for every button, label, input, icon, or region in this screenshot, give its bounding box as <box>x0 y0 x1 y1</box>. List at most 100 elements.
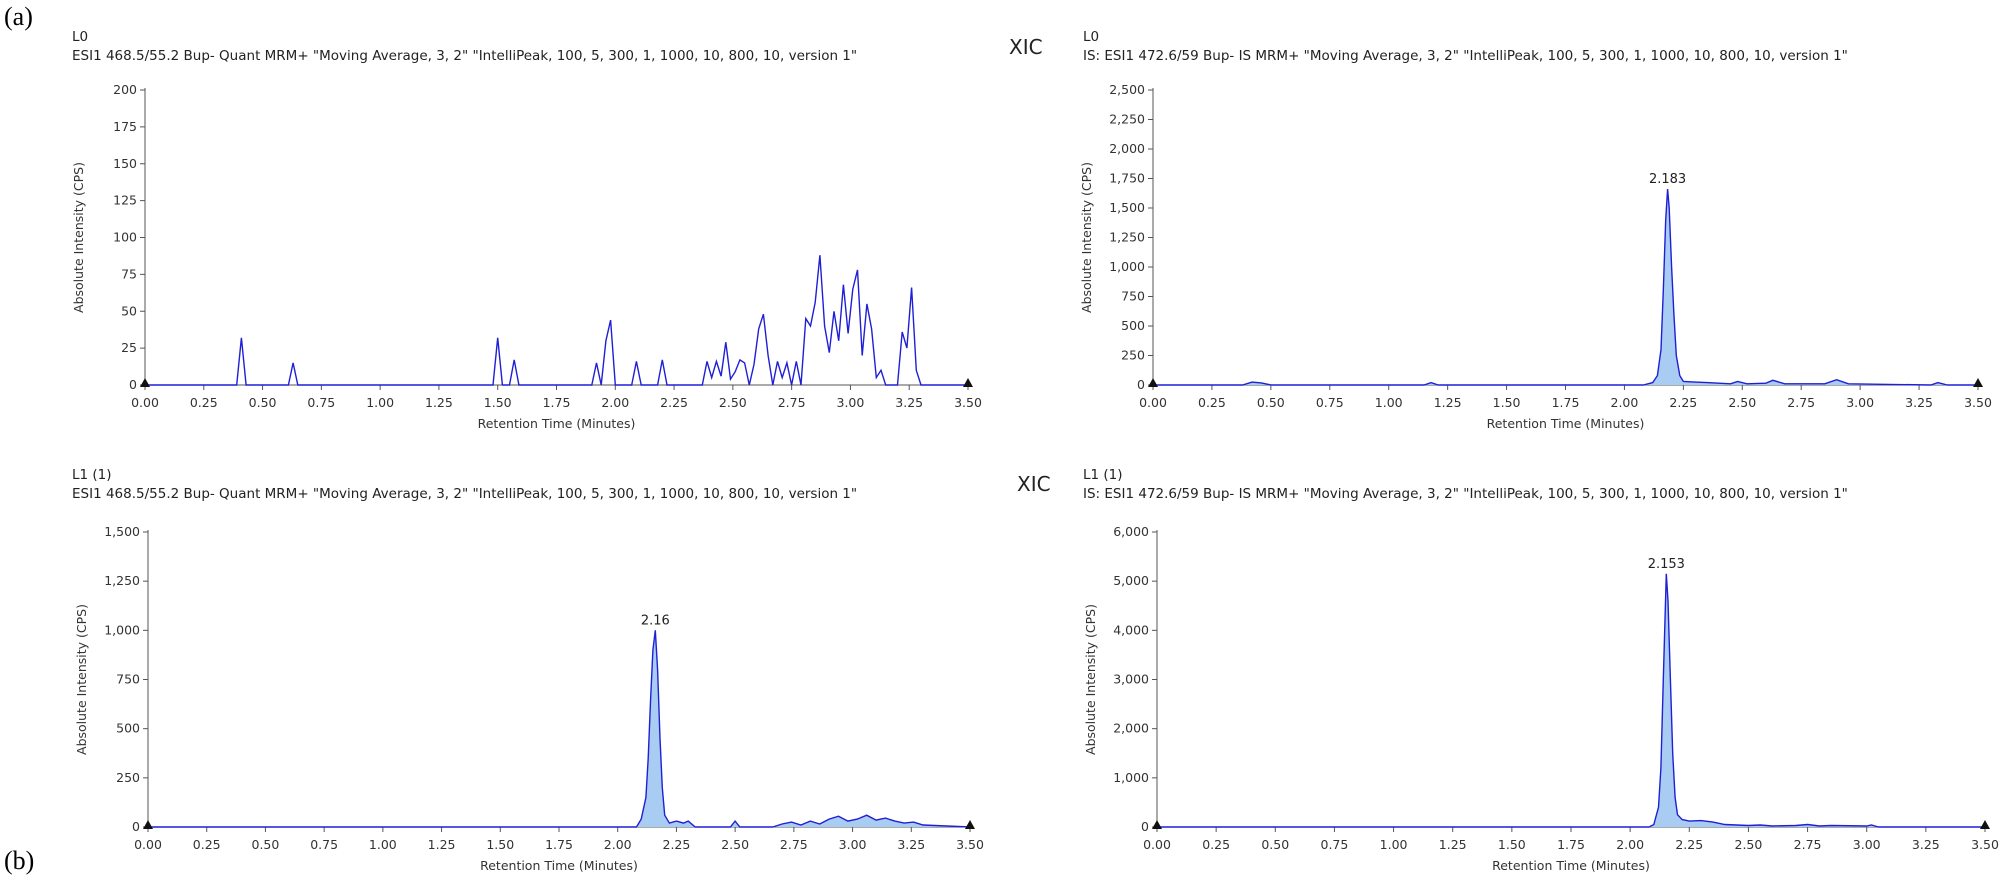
y-tick-label: 750 <box>1121 289 1145 304</box>
x-tick-label: 0.00 <box>131 395 159 410</box>
y-tick-label: 1,250 <box>104 573 140 588</box>
peak-label: 2.153 <box>1648 557 1685 572</box>
y-tick-label: 2,250 <box>1109 112 1145 127</box>
x-tick-label: 2.25 <box>660 395 688 410</box>
y-tick-label: 75 <box>121 266 137 281</box>
x-tick-label: 1.50 <box>1498 837 1526 852</box>
x-tick-label: 0.50 <box>249 395 277 410</box>
y-tick-label: 250 <box>1121 348 1145 363</box>
x-tick-label: 3.50 <box>1964 395 1992 410</box>
chart-b-right-sample: L1 (1) <box>1083 467 1123 483</box>
series-line <box>148 630 971 828</box>
series-line <box>1157 573 1985 828</box>
x-tick-label: 0.00 <box>134 837 162 852</box>
y-tick-label: 2,000 <box>1113 721 1149 736</box>
y-tick-label: 1,250 <box>1109 230 1145 245</box>
x-tick-label: 2.75 <box>1794 837 1822 852</box>
y-axis-label: Absolute Intensity (CPS) <box>74 604 89 755</box>
x-tick-label: 1.25 <box>1434 395 1462 410</box>
chart-a-right-title: IS: ESI1 472.6/59 Bup- IS MRM+ "Moving A… <box>1083 48 1848 64</box>
x-tick-label: 1.50 <box>1493 395 1521 410</box>
y-tick-label: 6,000 <box>1113 524 1149 539</box>
series-line <box>1153 189 1978 386</box>
y-tick-label: 1,000 <box>104 622 140 637</box>
chart-b-right-xic: XIC <box>1017 472 1051 496</box>
chart-a-right-sample: L0 <box>1083 29 1100 45</box>
x-tick-label: 3.25 <box>897 837 925 852</box>
y-tick-label: 4,000 <box>1113 622 1149 637</box>
baseline-marker <box>143 820 153 829</box>
y-tick-label: 1,000 <box>1109 259 1145 274</box>
x-axis-label: Retention Time (Minutes) <box>1492 858 1650 873</box>
y-tick-label: 5,000 <box>1113 573 1149 588</box>
baseline-marker <box>140 378 150 387</box>
chart-b-right: 0 1,000 2,000 3,000 4,000 5,000 6,000 0.00 0.25 0… <box>1083 524 1999 873</box>
x-tick-label: 2.50 <box>719 395 747 410</box>
y-tick-label: 0 <box>129 377 137 392</box>
y-tick-label: 2,500 <box>1109 82 1145 97</box>
x-tick-label: 3.50 <box>954 395 982 410</box>
x-tick-label: 2.50 <box>1728 395 1756 410</box>
x-tick-label: 3.00 <box>1853 837 1881 852</box>
y-tick-label: 0 <box>132 819 140 834</box>
x-tick-label: 0.50 <box>252 837 280 852</box>
series-area <box>1153 189 1978 385</box>
baseline-marker <box>1152 820 1162 829</box>
chart-b-left: 0 250 500 750 1,000 1,250 1,500 0.00 0.25 0.50 0.7… <box>74 524 984 873</box>
y-axis-label: Absolute Intensity (CPS) <box>1079 162 1094 313</box>
y-tick-label: 3,000 <box>1113 672 1149 687</box>
y-tick-label: 1,000 <box>1113 770 1149 785</box>
chart-a-right-xic: XIC <box>1009 35 1043 59</box>
baseline-marker <box>963 378 973 387</box>
y-tick-label: 0 <box>1141 819 1149 834</box>
baseline-marker <box>1980 820 1990 829</box>
x-tick-label: 3.25 <box>895 395 923 410</box>
x-tick-label: 3.00 <box>837 395 865 410</box>
x-tick-label: 1.75 <box>543 395 571 410</box>
chart-b-left-sample: L1 (1) <box>72 467 112 483</box>
x-tick-label: 0.25 <box>1198 395 1226 410</box>
x-tick-label: 2.00 <box>1616 837 1644 852</box>
x-tick-label: 2.50 <box>1735 837 1763 852</box>
baseline-marker <box>965 820 975 829</box>
x-tick-label: 2.25 <box>1675 837 1703 852</box>
y-axis-label: Absolute Intensity (CPS) <box>1083 604 1098 755</box>
y-tick-label: 50 <box>121 303 137 318</box>
x-tick-label: 1.75 <box>1557 837 1585 852</box>
x-tick-label: 3.25 <box>1912 837 1940 852</box>
x-tick-label: 0.75 <box>307 395 335 410</box>
y-tick-label: 100 <box>113 230 137 245</box>
peak-label: 2.183 <box>1649 172 1686 187</box>
peak-label: 2.16 <box>641 613 670 628</box>
y-tick-label: 2,000 <box>1109 141 1145 156</box>
x-tick-label: 1.00 <box>369 837 397 852</box>
x-tick-label: 0.75 <box>310 837 338 852</box>
y-tick-label: 0 <box>1137 377 1145 392</box>
y-tick-label: 500 <box>1121 318 1145 333</box>
x-tick-label: 2.75 <box>780 837 808 852</box>
y-axis-label: Absolute Intensity (CPS) <box>71 162 86 313</box>
x-tick-label: 0.50 <box>1261 837 1289 852</box>
y-tick-label: 500 <box>116 721 140 736</box>
x-tick-label: 2.75 <box>778 395 806 410</box>
chart-b-left-title: ESI1 468.5/55.2 Bup- Quant MRM+ "Moving … <box>72 486 858 502</box>
x-axis-label: Retention Time (Minutes) <box>480 858 638 873</box>
x-tick-label: 1.00 <box>1380 837 1408 852</box>
x-tick-label: 1.25 <box>425 395 453 410</box>
x-tick-label: 0.50 <box>1257 395 1285 410</box>
y-tick-label: 125 <box>113 193 137 208</box>
x-tick-label: 1.50 <box>484 395 512 410</box>
chart-a-left: 0 25 50 75 100 125 150 175 200 0.00 0.25 0.50 0.75 1.… <box>71 82 982 431</box>
x-tick-label: 0.00 <box>1143 837 1171 852</box>
x-axis-label: Retention Time (Minutes) <box>478 416 636 431</box>
y-tick-label: 150 <box>113 156 137 171</box>
x-tick-label: 0.00 <box>1139 395 1167 410</box>
y-tick-label: 750 <box>116 672 140 687</box>
y-tick-label: 200 <box>113 82 137 97</box>
x-axis-label: Retention Time (Minutes) <box>1487 416 1645 431</box>
series-line <box>145 255 968 386</box>
x-tick-label: 3.00 <box>1846 395 1874 410</box>
baseline-marker <box>1973 378 1983 387</box>
x-tick-label: 2.50 <box>721 837 749 852</box>
